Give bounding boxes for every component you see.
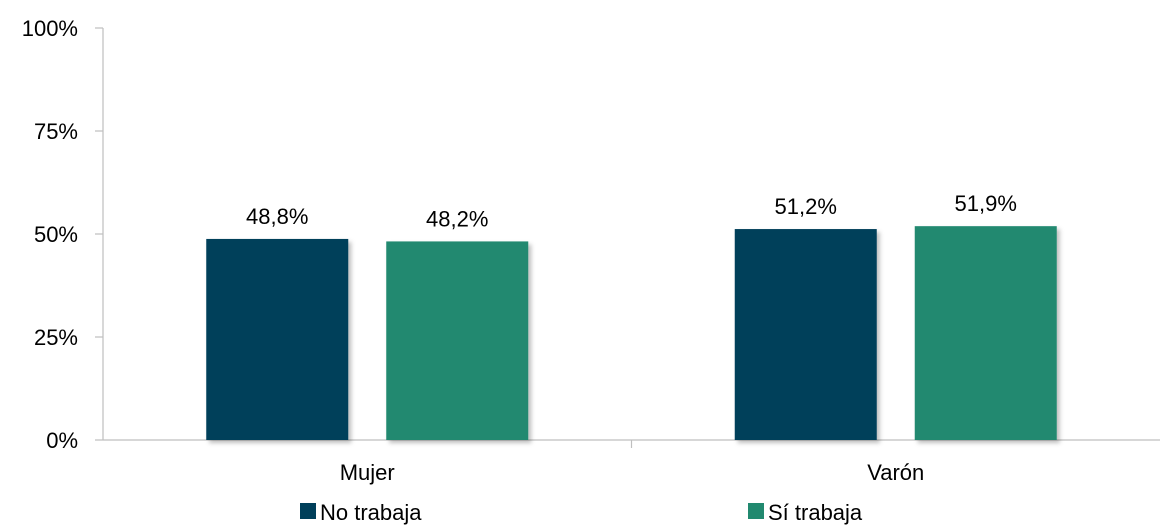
bar (734, 229, 877, 440)
bar-series (206, 226, 1057, 440)
x-category-label: Mujer (340, 460, 395, 485)
bar (914, 226, 1057, 440)
x-axis-categories: Mujer Varón (340, 460, 925, 485)
y-tick-label: 25% (34, 325, 78, 350)
y-tick-label: 50% (34, 222, 78, 247)
y-tick-label: 75% (34, 119, 78, 144)
bar-value-label: 48,8% (246, 204, 308, 229)
legend-swatch (300, 503, 316, 519)
legend-swatch (748, 503, 764, 519)
data-labels: 48,8% 48,2% 51,2% 51,9% (246, 191, 1017, 231)
y-tick-label: 100% (22, 16, 78, 41)
chart-legend: No trabaja Sí trabaja (300, 500, 863, 525)
y-axis-ticks: 0% 25% 50% 75% 100% (22, 16, 103, 453)
bar-value-label: 51,9% (955, 191, 1017, 216)
bar-value-label: 48,2% (426, 206, 488, 231)
x-category-label: Varón (867, 460, 924, 485)
y-tick-label: 0% (46, 428, 78, 453)
bar (386, 241, 529, 440)
legend-label: No trabaja (320, 500, 422, 525)
legend-label: Sí trabaja (768, 500, 863, 525)
bar-value-label: 51,2% (775, 194, 837, 219)
bar (206, 238, 349, 440)
